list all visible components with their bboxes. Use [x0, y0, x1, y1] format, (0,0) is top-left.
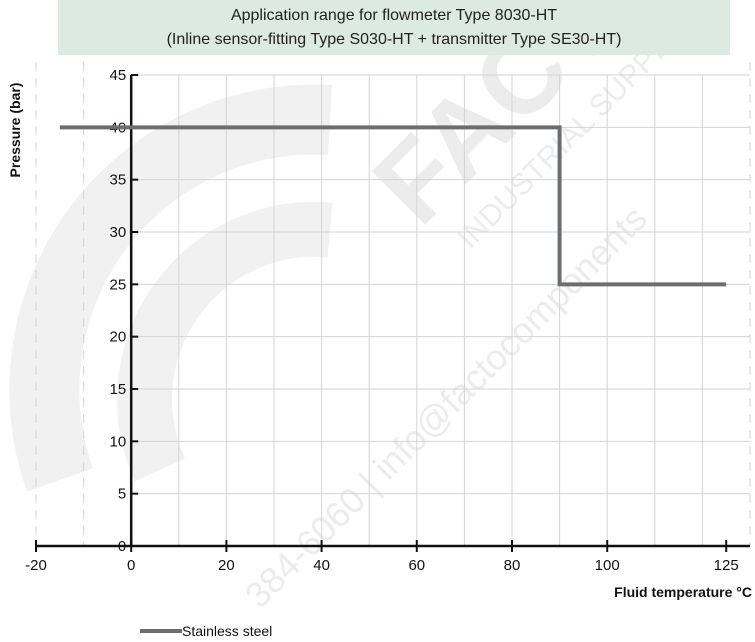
x-tick-label: 0	[127, 557, 135, 574]
x-tick-label: 125	[714, 557, 739, 574]
y-tick-label: 0	[118, 538, 126, 555]
y-tick-label: 25	[110, 276, 127, 293]
y-tick-label: 15	[110, 381, 127, 398]
x-axis-label: Fluid temperature °C	[614, 584, 752, 600]
legend-label-stainless-steel: Stainless steel	[182, 623, 272, 639]
axes	[36, 75, 750, 548]
watermark-logo-arc-inner	[117, 201, 333, 482]
x-tick-label: -20	[25, 557, 47, 574]
grid	[35, 62, 751, 546]
title-box	[58, 0, 730, 55]
y-tick-label: 10	[110, 433, 127, 450]
watermark: FACTO INDUSTRIAL SUPPLY 384-6060 | info@…	[9, 0, 699, 616]
y-axis-label: Pressure (bar)	[7, 83, 23, 178]
y-tick-label: 20	[110, 329, 127, 346]
y-tick-label: 35	[110, 172, 127, 189]
x-tick-label: 40	[313, 557, 330, 574]
series	[59, 125, 727, 287]
x-ticks: -20 0 20 40 60 80 100 125	[25, 540, 739, 574]
chart-title: Application range for flowmeter Type 803…	[231, 7, 557, 24]
y-tick-label: 30	[110, 224, 127, 241]
y-tick-label: 45	[110, 67, 127, 84]
watermark-line2: 384-6060 | info@factocomponents	[237, 198, 655, 616]
series-line-stainless-steel	[59, 125, 727, 287]
chart-subtitle: (Inline sensor-fitting Type S030-HT + tr…	[167, 31, 622, 48]
x-tick-label: 60	[408, 557, 425, 574]
x-tick-label: 20	[218, 557, 235, 574]
legend: Stainless steel	[140, 623, 272, 639]
y-tick-label: 5	[118, 486, 126, 503]
x-tick-label: 100	[595, 557, 620, 574]
x-tick-label: 80	[504, 557, 521, 574]
